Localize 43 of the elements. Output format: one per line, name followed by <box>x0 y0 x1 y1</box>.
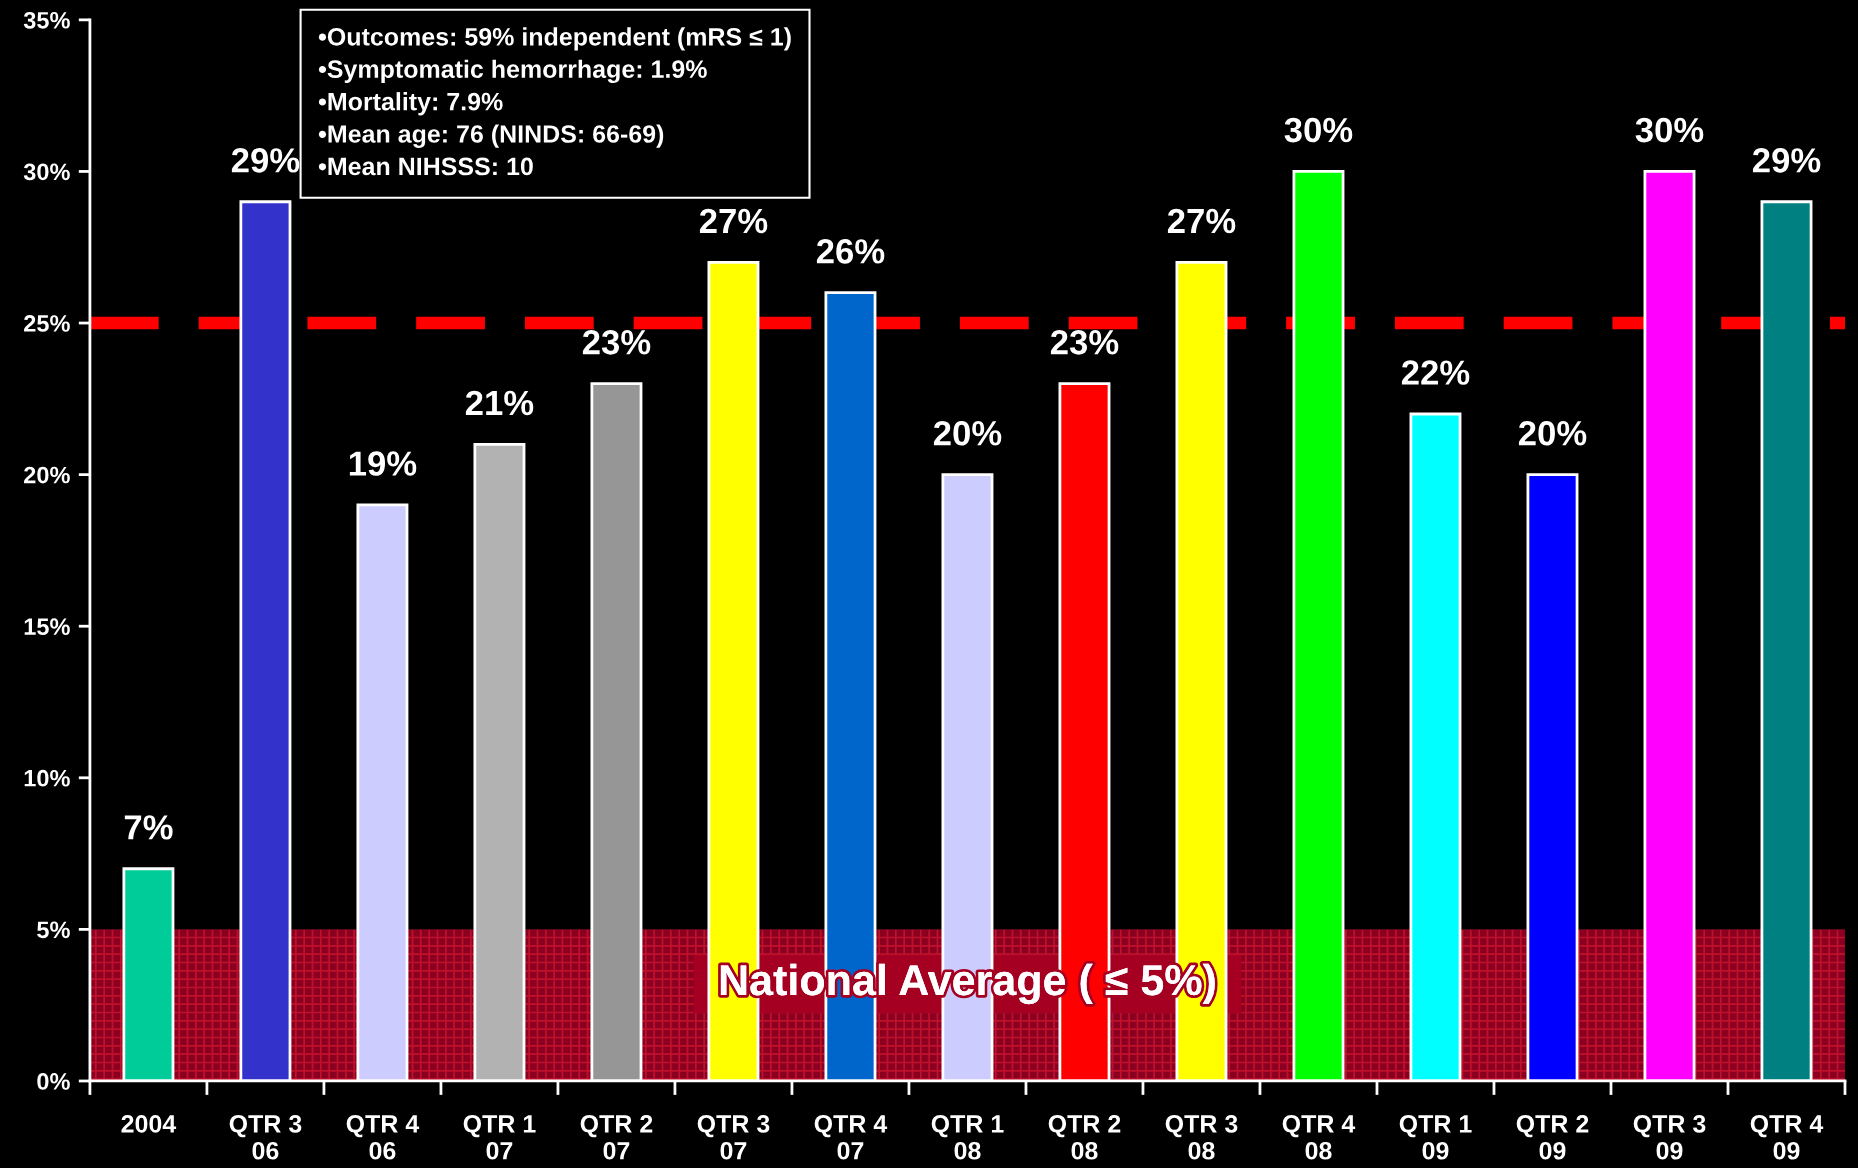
y-tick-label: 10% <box>24 769 70 787</box>
annotation: •Symptomatic hemorrhage: 1.9% <box>318 59 707 84</box>
annotation: •Mean NIHSSS: 10 <box>318 157 533 176</box>
data-label: 7% <box>124 815 173 840</box>
x-tick-label: QTR 4 09 <box>1750 1114 1824 1160</box>
data-label: 27% <box>699 208 768 234</box>
x-tick-label: QTR 1 08 <box>931 1114 1004 1160</box>
x-tick-label: QTR 3 07 <box>697 1114 770 1160</box>
y-tick-label: 20% <box>24 466 70 484</box>
annotation: •Outcomes: 59% independent (mRS ≤ 1) <box>318 27 791 51</box>
y-tick-label: 5% <box>37 921 70 939</box>
x-tick-label: 2004 <box>121 1114 177 1133</box>
x-tick-label: QTR 2 09 <box>1516 1114 1589 1160</box>
annotation: •Mean age: 76 (NINDS: 66-69) <box>318 124 664 148</box>
data-label: 19% <box>349 451 417 476</box>
data-label: 30% <box>1284 117 1353 143</box>
data-label: 26% <box>816 239 885 264</box>
y-tick-label: 15% <box>24 618 70 635</box>
data-label: 29% <box>231 148 300 173</box>
x-tick-label: QTR 1 07 <box>463 1114 536 1160</box>
y-tick-label: 35% <box>23 11 70 29</box>
x-tick-label: QTR 2 08 <box>1048 1114 1121 1160</box>
data-label: 20% <box>1518 420 1587 446</box>
x-tick-label: QTR 2 07 <box>580 1114 653 1160</box>
y-tick-label: 30% <box>23 163 70 181</box>
data-label: 22% <box>1401 360 1470 385</box>
x-tick-label: QTR 3 08 <box>1165 1114 1238 1160</box>
x-tick-label: QTR 1 09 <box>1399 1114 1472 1160</box>
data-label: 20% <box>933 420 1002 446</box>
x-tick-label: QTR 4 07 <box>814 1114 888 1160</box>
x-tick-label: QTR 4 06 <box>346 1114 420 1160</box>
y-tick-label: 25% <box>24 315 70 332</box>
data-label: 30% <box>1635 117 1704 143</box>
data-label: 23% <box>1050 330 1119 355</box>
data-label: 29% <box>1752 148 1821 173</box>
x-tick-label: QTR 3 06 <box>229 1114 302 1160</box>
annotation: •Mortality: 7.9% <box>318 92 503 116</box>
y-tick-label: 0% <box>37 1073 70 1090</box>
data-label: 23% <box>582 330 651 355</box>
x-tick-label: QTR 3 09 <box>1633 1114 1706 1160</box>
data-label: 27% <box>1167 208 1236 234</box>
data-label: 21% <box>465 390 534 416</box>
x-tick-label: QTR 4 08 <box>1282 1114 1356 1160</box>
